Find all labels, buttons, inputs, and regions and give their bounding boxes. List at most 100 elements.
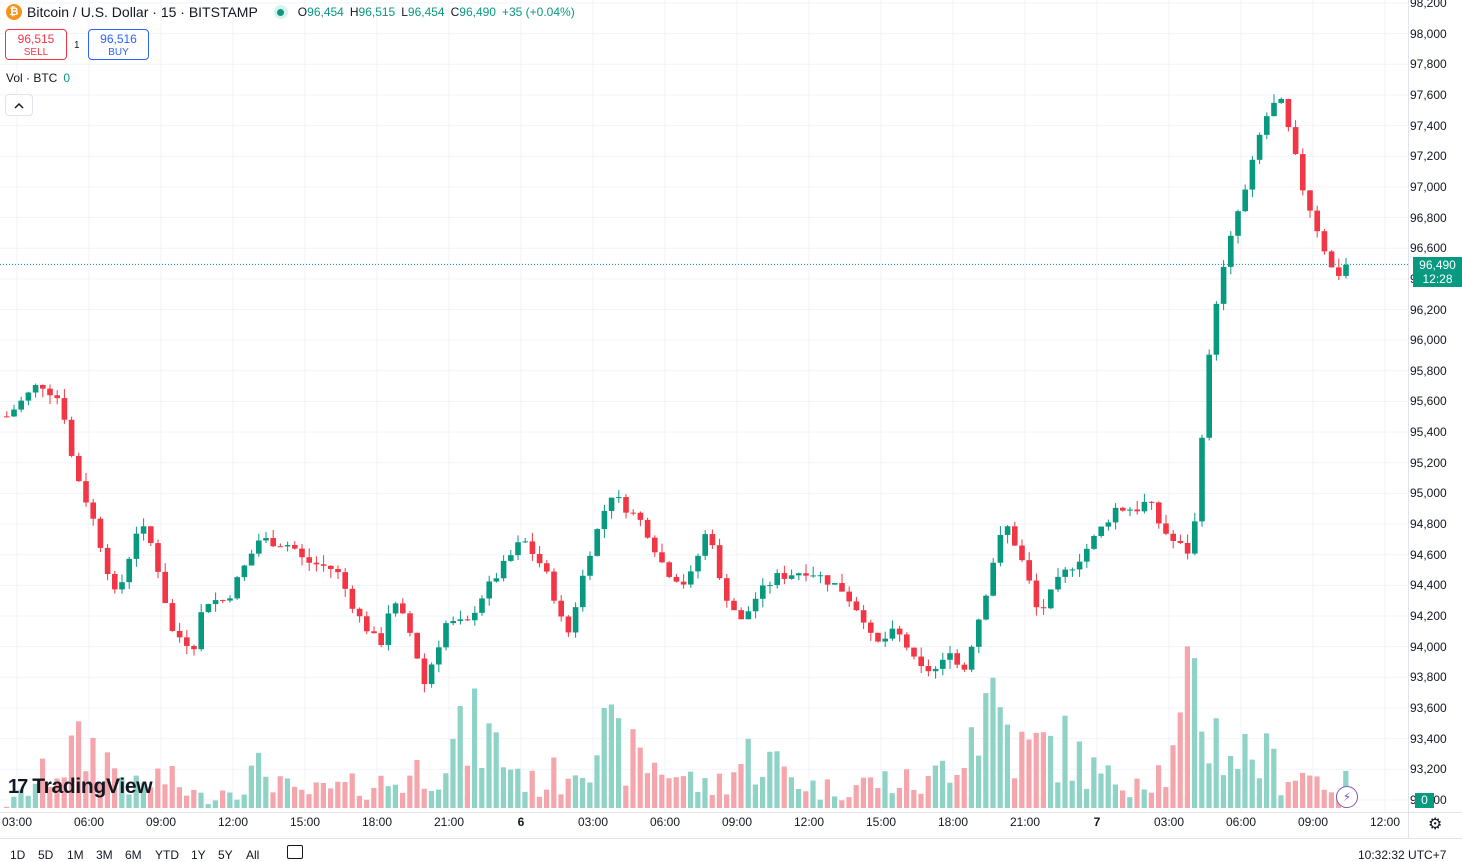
candle (1004, 524, 1011, 544)
time-axis-label: 12:00 (217, 815, 249, 829)
volume-bar (133, 775, 139, 808)
calendar-icon[interactable] (287, 845, 303, 859)
tradingview-logo[interactable]: 17 TradingView (8, 775, 153, 799)
buy-button[interactable]: 96,516 BUY (88, 29, 149, 60)
volume-bar (1192, 658, 1198, 808)
candle (1127, 507, 1133, 517)
collapse-legend-button[interactable] (5, 94, 33, 116)
range-button-5d[interactable]: 5D (38, 848, 54, 862)
chart-pane[interactable] (0, 0, 1408, 812)
candle (1199, 434, 1205, 527)
candle (889, 620, 896, 641)
price-axis-label: 97,400 (1410, 118, 1447, 133)
candle (666, 561, 672, 579)
volume-bar (623, 785, 629, 808)
volume-bar (4, 806, 10, 808)
range-button-3m[interactable]: 3M (96, 848, 113, 862)
volume-bar (306, 794, 312, 808)
volume-bar (119, 777, 125, 808)
candle (587, 551, 593, 580)
high-value: H96,515 (349, 5, 396, 19)
candle (983, 594, 989, 621)
candle (1242, 184, 1248, 213)
candle (400, 598, 406, 615)
range-button-6m[interactable]: 6M (125, 848, 142, 862)
price-change: +35 (+0.04%) (501, 5, 575, 19)
candle (1076, 553, 1083, 577)
candle (882, 631, 888, 647)
range-button-ytd[interactable]: YTD (155, 848, 179, 862)
candle (227, 595, 233, 603)
candle (119, 574, 125, 594)
volume-bar (796, 789, 802, 808)
volume-bar (1213, 718, 1219, 808)
volume-bar (1076, 741, 1082, 808)
volume-bar (241, 794, 247, 808)
candle (1184, 534, 1191, 560)
volume-bar (140, 782, 146, 808)
candle (968, 645, 975, 673)
range-button-1m[interactable]: 1M (67, 848, 84, 862)
candle (1177, 534, 1184, 544)
volume-bar (1220, 775, 1226, 808)
candle (47, 384, 53, 405)
candlestick-chart[interactable] (0, 0, 1408, 812)
axis-settings-corner[interactable] (1408, 812, 1462, 839)
volume-bar (385, 786, 391, 808)
range-button-all[interactable]: All (246, 848, 260, 862)
candle (932, 666, 939, 679)
symbol-title[interactable]: Bitcoin / U.S. Dollar · 15 · BITSTAMP (27, 4, 258, 20)
volume-bar (731, 772, 737, 808)
price-axis[interactable] (1408, 0, 1462, 812)
volume-bar (1062, 715, 1068, 808)
range-button-5y[interactable]: 5Y (218, 848, 233, 862)
time-axis[interactable] (0, 812, 1408, 839)
candle (32, 383, 39, 398)
volume-bar (400, 792, 406, 808)
volume-tag: 0 (1415, 793, 1434, 808)
volume-bar (767, 751, 773, 808)
sell-button[interactable]: 96,515 SELL (5, 29, 67, 60)
candle (1292, 120, 1299, 155)
volume-bar (608, 704, 614, 808)
volume-bar (335, 781, 341, 808)
volume-bar (882, 771, 888, 808)
candle (832, 582, 838, 585)
lightning-icon[interactable]: ⚡ (1336, 786, 1358, 808)
volume-legend[interactable]: Vol · BTC 0 (6, 71, 70, 85)
volume-bar (205, 804, 211, 808)
volume-bar (25, 795, 31, 808)
market-status-icon[interactable] (273, 5, 288, 19)
candle (90, 498, 96, 526)
volume-bar (378, 775, 384, 808)
candle (169, 599, 176, 632)
volume-bar (18, 789, 24, 808)
settings-gear-icon[interactable]: ⚙ (1428, 816, 1443, 833)
candle (414, 632, 420, 660)
volume-bar (803, 791, 809, 808)
volume-bar (83, 771, 89, 808)
symbol-legend: ₿ Bitcoin / U.S. Dollar · 15 · BITSTAMP … (6, 4, 575, 20)
range-button-1y[interactable]: 1Y (191, 848, 206, 862)
volume-bar (1285, 781, 1291, 808)
range-button-1d[interactable]: 1D (10, 848, 26, 862)
clock-timezone[interactable]: 10:32:32 UTC+7 (1358, 848, 1447, 862)
candle (1105, 519, 1112, 531)
candle (846, 586, 852, 608)
candle (1163, 514, 1169, 536)
volume-bar (1264, 733, 1270, 808)
candle (140, 518, 147, 541)
volume-bar (263, 776, 269, 808)
volume-bar (1055, 782, 1061, 808)
volume-bar (1199, 731, 1205, 808)
volume-bar (911, 789, 917, 808)
candle (990, 558, 996, 597)
price-axis-label: 98,000 (1410, 26, 1447, 41)
candle (486, 575, 492, 606)
candle (702, 530, 708, 561)
candle (997, 526, 1004, 567)
volume-bar (1026, 739, 1032, 808)
volume-bar (32, 783, 38, 808)
sell-price: 96,515 (17, 32, 55, 46)
volume-bar (1242, 733, 1248, 808)
